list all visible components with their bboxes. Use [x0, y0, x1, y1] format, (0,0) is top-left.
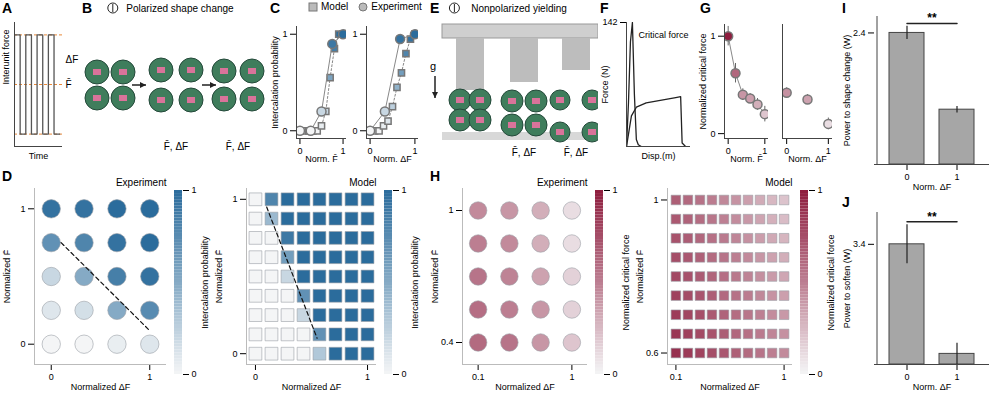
svg-text:Norm. ΔF: Norm. ΔF [913, 182, 952, 192]
svg-text:0: 0 [368, 146, 373, 156]
html-text:A: A [2, 0, 13, 16]
svg-text:1: 1 [818, 185, 823, 195]
html-text:G: G [700, 0, 711, 16]
svg-text:1: 1 [20, 204, 25, 214]
svg-text:0: 0 [784, 145, 790, 156]
svg-text:0.1: 0.1 [670, 372, 683, 382]
svg-text:0: 0 [725, 145, 731, 156]
svg-text:0: 0 [613, 369, 618, 379]
svg-text:1: 1 [782, 372, 787, 382]
svg-text:0: 0 [352, 126, 357, 136]
svg-text:0: 0 [192, 369, 197, 379]
svg-text:1: 1 [365, 372, 370, 382]
svg-text:Nonpolarized yielding: Nonpolarized yielding [471, 3, 567, 14]
svg-text:Model: Model [349, 177, 376, 188]
svg-text:Power to shape change (W): Power to shape change (W) [842, 35, 852, 147]
svg-text:1: 1 [954, 172, 959, 182]
svg-text:F̄, ΔF: F̄, ΔF [226, 140, 250, 152]
svg-text:3.4: 3.4 [853, 239, 866, 249]
svg-text:Normalized F̄: Normalized F̄ [214, 249, 224, 303]
svg-text:g: g [430, 60, 436, 72]
svg-text:0: 0 [232, 349, 237, 359]
svg-text:1: 1 [402, 185, 407, 195]
svg-text:Time: Time [29, 151, 49, 161]
svg-text:1: 1 [192, 185, 197, 195]
html-text:J: J [842, 194, 850, 210]
svg-text:Norm. ΔF: Norm. ΔF [373, 154, 412, 164]
svg-text:0.6: 0.6 [646, 348, 659, 358]
svg-text:1: 1 [825, 145, 831, 156]
html-text:Experiment: Experiment [371, 1, 422, 12]
svg-text:Intercalation probability: Intercalation probability [270, 36, 280, 129]
html-text:F: F [600, 0, 609, 16]
svg-text:Force (N): Force (N) [600, 65, 610, 103]
svg-text:Norm. F̄: Norm. F̄ [730, 154, 763, 164]
svg-text:Model: Model [765, 177, 792, 188]
svg-text:Normalized F̄: Normalized F̄ [430, 249, 440, 303]
svg-text:0: 0 [282, 126, 287, 136]
svg-text:1: 1 [448, 205, 453, 215]
svg-text:0.1: 0.1 [472, 372, 485, 382]
html-text:Model: Model [321, 1, 349, 12]
html-text:D: D [2, 168, 13, 184]
svg-text:0: 0 [904, 372, 909, 382]
svg-text:Normalized ΔF: Normalized ΔF [495, 382, 555, 392]
svg-text:1: 1 [762, 146, 767, 156]
svg-text:Normalized ΔF: Normalized ΔF [282, 382, 342, 392]
html-text:I: I [842, 0, 846, 16]
html-text:E: E [430, 0, 440, 16]
svg-text:Experiment: Experiment [537, 177, 588, 188]
svg-text:1: 1 [232, 194, 237, 204]
html-text:B: B [82, 0, 93, 16]
svg-text:0: 0 [904, 172, 909, 182]
svg-text:142: 142 [602, 17, 617, 27]
svg-text:1: 1 [147, 372, 152, 382]
svg-text:0: 0 [253, 372, 258, 382]
svg-text:0: 0 [49, 372, 54, 382]
svg-text:2.4: 2.4 [853, 28, 866, 38]
svg-text:Power to soften (W): Power to soften (W) [842, 249, 852, 329]
svg-text:Normalized ΔF: Normalized ΔF [71, 382, 131, 392]
svg-text:1: 1 [653, 195, 658, 205]
svg-text:1: 1 [710, 31, 715, 41]
svg-text:1: 1 [352, 29, 357, 39]
svg-text:Polarized shape change: Polarized shape change [126, 3, 234, 14]
svg-text:0: 0 [818, 369, 823, 379]
svg-text:1: 1 [341, 146, 346, 156]
svg-text:Norm. F̄: Norm. F̄ [305, 154, 338, 164]
svg-text:0: 0 [20, 339, 25, 349]
svg-text:Disp.(m): Disp.(m) [642, 151, 676, 161]
svg-text:Norm. ΔF: Norm. ΔF [788, 154, 827, 164]
svg-text:Experiment: Experiment [116, 177, 167, 188]
svg-text:1: 1 [569, 372, 574, 382]
svg-text:1: 1 [282, 29, 287, 39]
svg-text:Normalized critical force: Normalized critical force [826, 234, 836, 330]
svg-text:ΔF: ΔF [66, 54, 79, 65]
svg-text:F̄, ΔF: F̄, ΔF [512, 146, 536, 158]
html-text:H: H [430, 168, 441, 184]
svg-text:F̄: F̄ [66, 78, 72, 90]
svg-text:0: 0 [402, 369, 407, 379]
svg-text:Normalized critical force: Normalized critical force [621, 234, 631, 330]
svg-text:F̄, ΔF: F̄, ΔF [564, 146, 588, 158]
svg-text:1: 1 [412, 146, 417, 156]
svg-text:0.4: 0.4 [441, 337, 454, 347]
svg-text:Intercalation probability: Intercalation probability [200, 236, 210, 329]
html-text:C: C [270, 0, 281, 16]
svg-text:Intercalation probability: Intercalation probability [410, 236, 420, 329]
svg-text:**: ** [927, 11, 937, 25]
svg-text:**: ** [927, 210, 937, 224]
svg-text:1: 1 [613, 185, 618, 195]
svg-text:Interunit force: Interunit force [1, 29, 11, 84]
svg-text:F̄, ΔF: F̄, ΔF [164, 140, 188, 152]
svg-text:Normalized F̄: Normalized F̄ [635, 249, 645, 303]
svg-text:Normalized critical force: Normalized critical force [698, 33, 708, 129]
svg-text:Critical force: Critical force [638, 30, 688, 40]
svg-text:Normalized ΔF: Normalized ΔF [700, 382, 760, 392]
svg-text:0: 0 [710, 129, 715, 139]
svg-text:Norm. ΔF: Norm. ΔF [913, 382, 952, 392]
svg-text:Normalized F̄: Normalized F̄ [2, 249, 12, 303]
svg-text:1: 1 [954, 372, 959, 382]
svg-text:0: 0 [297, 146, 302, 156]
